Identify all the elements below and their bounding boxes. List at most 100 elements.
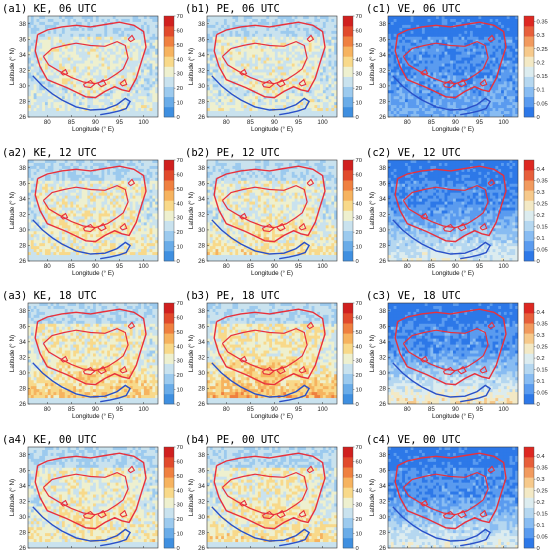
panel-frame [206, 15, 338, 118]
colorbar-tick-label: 0.1 [537, 88, 545, 94]
y-tick-label: 28 [198, 385, 205, 392]
x-tick-label: 95 [476, 406, 483, 413]
field-raster [28, 447, 158, 548]
colorbar-tick-label: 60 [356, 315, 362, 321]
x-tick-label: 95 [116, 406, 123, 413]
x-tick-label: 95 [295, 263, 302, 270]
colorbar-tick-label: 0.25 [537, 47, 548, 53]
y-tick-label: 32 [19, 211, 26, 218]
colorbar-tick-label: 20 [177, 373, 183, 379]
panel-frame [206, 446, 338, 549]
y-tick-label: 38 [19, 21, 26, 28]
y-axis-label: Latitude (° N) [187, 192, 195, 229]
colorbar-tick-label: 0.05 [537, 248, 548, 254]
y-tick-label: 32 [198, 211, 205, 218]
y-tick-label: 36 [198, 180, 205, 187]
y-axis-label: Latitude (° N) [368, 192, 376, 229]
y-tick-label: 38 [198, 165, 205, 172]
y-tick-label: 36 [379, 467, 386, 474]
y-tick-label: 34 [198, 196, 205, 203]
y-tick-label: 26 [19, 401, 26, 408]
x-axis-label: Longitude (° E) [251, 125, 293, 133]
x-tick-label: 95 [116, 119, 123, 126]
panel-title: (b4) PE, 00 UTC [185, 434, 280, 446]
x-tick-label: 100 [498, 406, 509, 413]
colorbar-tick-label: 50 [177, 474, 183, 480]
panel-title: (a3) KE, 18 UTC [2, 290, 97, 302]
x-tick-label: 90 [92, 406, 99, 413]
colorbar-tick-label: 0 [177, 546, 180, 550]
colorbar: 0 10 20 30 40 50 60 70 [342, 14, 362, 121]
colorbar: 0 10 20 30 40 50 60 70 [163, 445, 183, 550]
map-panel-3: 80 85 90 95 100 26 28 30 32 34 36 38 Longitude (° E)… [366, 3, 548, 133]
y-tick-label: 26 [198, 545, 205, 550]
contour-lines [211, 452, 326, 547]
panel-title: (c1) VE, 06 UTC [366, 3, 461, 15]
y-tick-label: 36 [19, 323, 26, 330]
colorbar-tick-label: 70 [177, 158, 183, 164]
colorbar-tick-label: 20 [177, 517, 183, 523]
y-tick-label: 38 [379, 21, 386, 28]
colorbar: 0 10 20 30 40 50 60 70 [342, 301, 362, 408]
colorbar: 0 10 20 30 40 50 60 70 [342, 445, 362, 550]
colorbar-tick-label: 0.15 [537, 368, 548, 374]
x-tick-label: 95 [295, 406, 302, 413]
y-axis-label: Latitude (° N) [8, 192, 16, 229]
panel-title: (c2) VE, 12 UTC [366, 147, 461, 159]
colorbar-tick-label: 10 [356, 101, 362, 107]
panel-frame [27, 15, 159, 118]
x-tick-label: 85 [247, 119, 254, 126]
colorbar-tick-label: 70 [356, 301, 362, 307]
colorbar-tick-label: 50 [356, 187, 362, 193]
y-tick-label: 36 [19, 180, 26, 187]
y-tick-label: 36 [198, 323, 205, 330]
y-tick-label: 30 [379, 227, 386, 234]
y-tick-label: 30 [198, 370, 205, 377]
colorbar-tick-label: 50 [356, 474, 362, 480]
y-tick-label: 34 [198, 483, 205, 490]
y-tick-label: 36 [198, 36, 205, 43]
colorbar-tick-label: 30 [356, 216, 362, 222]
y-tick-label: 32 [198, 498, 205, 505]
y-tick-label: 34 [19, 483, 26, 490]
panel-title: (a4) KE, 00 UTC [2, 434, 97, 446]
colorbar-tick-label: 20 [356, 373, 362, 379]
colorbar: 0 10 20 30 40 50 60 70 [163, 14, 183, 121]
colorbar-tick-label: 0.1 [537, 523, 545, 529]
colorbar-tick-label: 40 [356, 201, 362, 207]
contour-lines [32, 308, 147, 403]
x-tick-label: 100 [498, 119, 509, 126]
panel-frame [387, 302, 519, 405]
x-axis-label: Longitude (° E) [72, 125, 114, 133]
y-tick-label: 32 [198, 354, 205, 361]
x-axis-label: Longitude (° E) [72, 412, 114, 420]
colorbar-tick-label: 70 [177, 301, 183, 307]
panel-title: (c4) VE, 00 UTC [366, 434, 461, 446]
panel-frame [27, 302, 159, 405]
field-raster [207, 160, 337, 261]
colorbar-tick-label: 40 [177, 57, 183, 63]
y-tick-label: 30 [198, 83, 205, 90]
colorbar-tick-label: 40 [177, 344, 183, 350]
colorbar-tick-label: 70 [356, 158, 362, 164]
contour-lines [32, 452, 147, 547]
colorbar-tick-label: 60 [356, 28, 362, 34]
colorbar-tick-label: 0.35 [537, 19, 548, 25]
contour-lines [392, 21, 507, 116]
map-panel-6: 80 85 90 95 100 26 28 30 32 34 36 38 Longitude (° E)… [366, 147, 548, 277]
colorbar-tick-label: 0.2 [537, 500, 545, 506]
colorbar-tick-label: 60 [356, 459, 362, 465]
panel-frame [27, 159, 159, 262]
colorbar-tick-label: 50 [177, 330, 183, 336]
colorbar-tick-label: 50 [177, 43, 183, 49]
x-tick-label: 100 [317, 119, 328, 126]
colorbar-tick-label: 20 [356, 86, 362, 92]
y-tick-label: 28 [19, 385, 26, 392]
x-tick-label: 85 [68, 119, 75, 126]
panel-frame [387, 446, 519, 549]
field-raster [388, 303, 518, 404]
